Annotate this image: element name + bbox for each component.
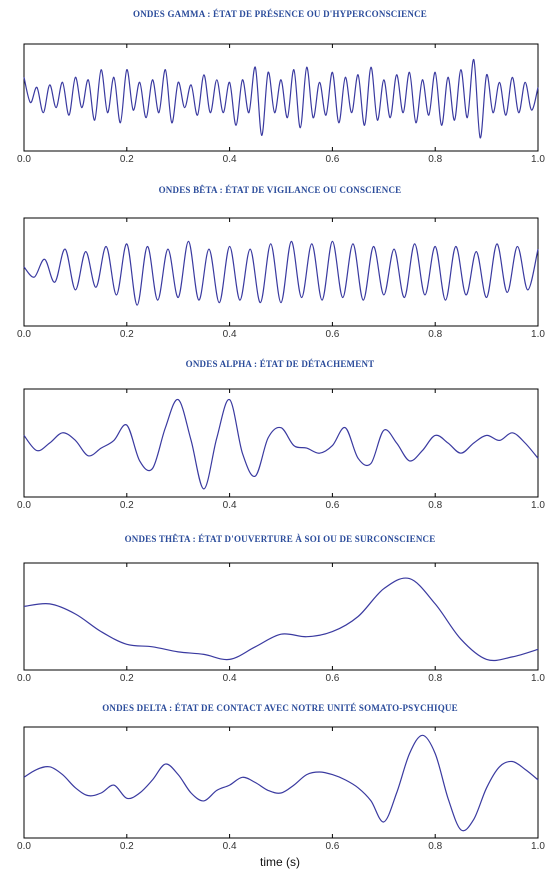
wave-series-line xyxy=(23,577,539,662)
x-tick-label: 1.0 xyxy=(531,154,545,165)
wave-series-line xyxy=(23,398,539,490)
x-tick-label: 0.6 xyxy=(325,841,339,852)
x-tick-label: 0.8 xyxy=(428,154,442,165)
panel-title: ONDES BÊTA : ÉTAT DE VIGILANCE OU CONSCI… xyxy=(159,185,402,195)
wave-series-line xyxy=(23,58,539,139)
x-tick-label: 0.0 xyxy=(17,154,31,165)
x-tick-label: 1.0 xyxy=(531,673,545,684)
wave-panel: ONDES THÊTA : ÉTAT D'OUVERTURE À SOI OU … xyxy=(17,534,545,684)
wave-panel: ONDES BÊTA : ÉTAT DE VIGILANCE OU CONSCI… xyxy=(17,185,545,340)
panel-title: ONDES DELTA : ÉTAT DE CONTACT AVEC NOTRE… xyxy=(102,703,458,713)
panel-title: ONDES GAMMA : ÉTAT DE PRÉSENCE OU D'HYPE… xyxy=(133,9,427,19)
x-tick-label: 0.2 xyxy=(120,154,134,165)
plot-frame xyxy=(23,388,539,498)
x-tick-label: 0.8 xyxy=(428,841,442,852)
wave-panel: ONDES GAMMA : ÉTAT DE PRÉSENCE OU D'HYPE… xyxy=(17,9,545,165)
plot-frame xyxy=(23,217,539,327)
x-tick-label: 0.2 xyxy=(120,841,134,852)
x-tick-label: 0.6 xyxy=(325,500,339,511)
wave-panel: ONDES ALPHA : ÉTAT DE DÉTACHEMENT 0.0 0.2 0… xyxy=(17,359,545,511)
x-axis-label: time (s) xyxy=(260,855,300,869)
x-tick-label: 0.0 xyxy=(17,329,31,340)
x-tick-label: 0.6 xyxy=(325,673,339,684)
x-tick-label: 0.6 xyxy=(325,329,339,340)
x-tick-label: 0.0 xyxy=(17,673,31,684)
x-tick-label: 0.4 xyxy=(223,500,237,511)
x-tick-label: 0.2 xyxy=(120,329,134,340)
x-tick-label: 0.8 xyxy=(428,500,442,511)
x-tick-label: 0.8 xyxy=(428,673,442,684)
x-tick-label: 1.0 xyxy=(531,500,545,511)
x-tick-label: 0.0 xyxy=(17,500,31,511)
panel-title: ONDES ALPHA : ÉTAT DE DÉTACHEMENT xyxy=(186,359,375,369)
wave-series-line xyxy=(23,734,539,832)
wave-series-line xyxy=(23,240,539,306)
x-tick-label: 0.0 xyxy=(17,841,31,852)
panel-title: ONDES THÊTA : ÉTAT D'OUVERTURE À SOI OU … xyxy=(125,534,436,544)
x-tick-label: 0.2 xyxy=(120,500,134,511)
x-tick-label: 1.0 xyxy=(531,329,545,340)
x-tick-label: 0.8 xyxy=(428,329,442,340)
plot-frame xyxy=(23,726,539,839)
x-tick-label: 0.6 xyxy=(325,154,339,165)
x-tick-label: 0.2 xyxy=(120,673,134,684)
x-tick-label: 0.4 xyxy=(223,841,237,852)
x-tick-label: 0.4 xyxy=(223,329,237,340)
wave-panel: ONDES DELTA : ÉTAT DE CONTACT AVEC NOTRE… xyxy=(17,703,545,852)
x-tick-label: 0.4 xyxy=(223,154,237,165)
x-tick-label: 1.0 xyxy=(531,841,545,852)
plot-frame xyxy=(23,43,539,152)
x-tick-label: 0.4 xyxy=(223,673,237,684)
plot-frame xyxy=(23,562,539,671)
